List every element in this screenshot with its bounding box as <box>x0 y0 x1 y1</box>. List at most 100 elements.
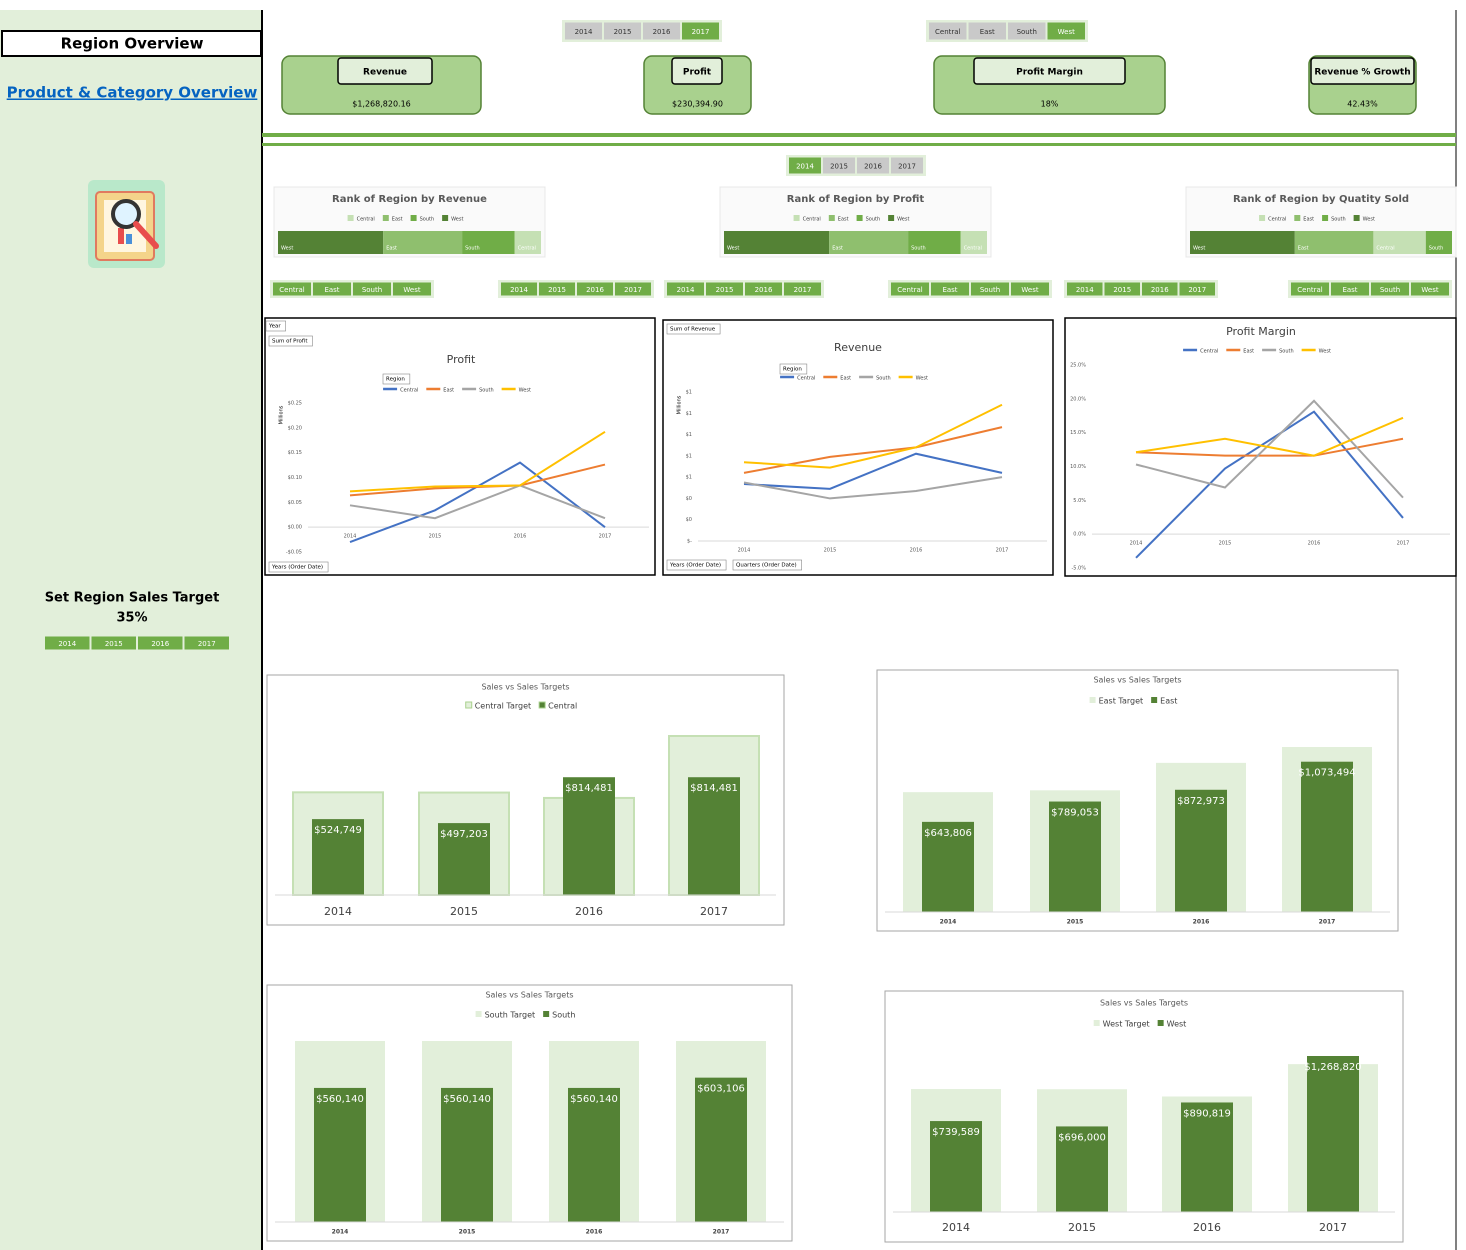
slicer-label[interactable]: Central <box>897 286 923 294</box>
slicer-button[interactable] <box>312 281 352 297</box>
legend-swatch <box>465 701 473 709</box>
slicer-button[interactable] <box>538 281 576 297</box>
slicer-label[interactable]: 2016 <box>653 28 671 36</box>
slicer-button[interactable] <box>272 281 312 297</box>
slicer-button[interactable] <box>576 281 614 297</box>
slicer-button[interactable] <box>822 156 856 175</box>
slicer-label[interactable]: 2014 <box>575 28 593 36</box>
slicer-label[interactable]: 2015 <box>1113 286 1131 294</box>
slicer-label[interactable]: 2017 <box>624 286 642 294</box>
slicer-button[interactable] <box>90 635 137 651</box>
slicer-label[interactable]: 2017 <box>794 286 812 294</box>
slicer-label[interactable]: 2014 <box>510 286 528 294</box>
field-button[interactable] <box>382 373 411 385</box>
slicer-label[interactable]: 2014 <box>1076 286 1094 294</box>
slicer-button[interactable] <box>788 156 822 175</box>
slicer-label[interactable]: 2017 <box>198 640 216 648</box>
field-button-label[interactable]: Years (Order Date) <box>669 563 721 569</box>
slicer-button[interactable] <box>856 156 890 175</box>
slicer-button[interactable] <box>666 281 705 297</box>
field-button-label[interactable]: Years (Order Date) <box>271 565 323 571</box>
slicer-button[interactable] <box>500 281 538 297</box>
slicer-label[interactable]: 2017 <box>1188 286 1206 294</box>
field-button[interactable] <box>732 559 802 571</box>
field-button-label[interactable]: Quarters (Order Date) <box>736 563 797 569</box>
slicer-button[interactable] <box>44 635 91 651</box>
nav-link[interactable]: Product & Category Overview <box>7 84 258 102</box>
field-button[interactable] <box>779 363 808 375</box>
field-button-label[interactable]: Region <box>783 367 802 373</box>
slicer-label[interactable]: 2015 <box>830 163 848 171</box>
slicer-button[interactable] <box>603 21 642 41</box>
slicer-label[interactable]: 2014 <box>677 286 695 294</box>
slicer-button[interactable] <box>967 21 1007 41</box>
slicer-button[interactable] <box>705 281 744 297</box>
field-button-label[interactable]: Year <box>268 324 281 330</box>
slicer-button[interactable] <box>1410 281 1450 297</box>
slicer-button[interactable] <box>137 635 184 651</box>
field-button-label[interactable]: Sum of Profit <box>272 339 308 345</box>
slicer-label[interactable]: Central <box>935 28 961 36</box>
field-button[interactable] <box>666 559 727 571</box>
slicer-label[interactable]: 2016 <box>151 640 169 648</box>
slicer-button[interactable] <box>614 281 652 297</box>
slicer-label[interactable]: 2017 <box>692 28 710 36</box>
slicer-label[interactable]: 2014 <box>796 163 814 171</box>
field-button[interactable] <box>268 561 329 573</box>
slicer-label[interactable]: West <box>1058 28 1075 36</box>
slicer-label[interactable]: West <box>1021 286 1038 294</box>
slicer-label[interactable]: 2017 <box>898 163 916 171</box>
slicer-button[interactable] <box>744 281 783 297</box>
slicer-button[interactable] <box>1066 281 1104 297</box>
slicer-label[interactable]: 2016 <box>864 163 882 171</box>
slicer-button[interactable] <box>183 635 230 651</box>
slicer-button[interactable] <box>1330 281 1370 297</box>
field-button[interactable] <box>666 323 721 335</box>
slicer-label[interactable]: 2015 <box>716 286 734 294</box>
slicer-button[interactable] <box>352 281 392 297</box>
slicer-label[interactable]: 2015 <box>105 640 123 648</box>
slicer-button[interactable] <box>642 21 681 41</box>
field-button-label[interactable]: Sum of Revenue <box>670 327 716 333</box>
slicer-button[interactable] <box>1103 281 1141 297</box>
slicer-button[interactable] <box>783 281 822 297</box>
slicer-button[interactable] <box>1141 281 1179 297</box>
slicer-label[interactable]: West <box>1421 286 1438 294</box>
slicer-label[interactable]: West <box>403 286 420 294</box>
slicer-label[interactable]: 2016 <box>755 286 773 294</box>
slicer-label[interactable]: 2016 <box>586 286 604 294</box>
slicer-label[interactable]: South <box>362 286 382 294</box>
legend-label: East <box>840 376 851 382</box>
slicer-button[interactable] <box>970 281 1010 297</box>
slicer-label[interactable]: Central <box>1297 286 1323 294</box>
slicer-button[interactable] <box>681 21 720 41</box>
slicer-label[interactable]: 2015 <box>614 28 632 36</box>
slicer-label[interactable]: East <box>942 286 957 294</box>
slicer-button[interactable] <box>1010 281 1050 297</box>
slicer-label[interactable]: South <box>980 286 1000 294</box>
slicer-button[interactable] <box>564 21 603 41</box>
slicer-button[interactable] <box>392 281 432 297</box>
slicer-label[interactable]: South <box>1380 286 1400 294</box>
slicer-button[interactable] <box>928 21 968 41</box>
field-button-label[interactable]: Region <box>386 377 405 383</box>
slicer-label[interactable]: East <box>1342 286 1357 294</box>
field-button[interactable] <box>265 320 286 332</box>
slicer-button[interactable] <box>890 156 924 175</box>
slicer-button[interactable] <box>890 281 930 297</box>
slicer-label[interactable]: 2014 <box>58 640 76 648</box>
slicer-button[interactable] <box>930 281 970 297</box>
slicer-button[interactable] <box>1178 281 1216 297</box>
slicer-button[interactable] <box>1046 21 1086 41</box>
slicer-button[interactable] <box>1290 281 1330 297</box>
slicer-label[interactable]: East <box>324 286 339 294</box>
slicer-label[interactable]: South <box>1017 28 1037 36</box>
slicer-label[interactable]: 2015 <box>548 286 566 294</box>
slicer-button[interactable] <box>1370 281 1410 297</box>
field-button[interactable] <box>268 335 313 347</box>
chart-title: Rank of Region by Quatity Sold <box>1233 194 1409 205</box>
slicer-label[interactable]: Central <box>279 286 305 294</box>
slicer-button[interactable] <box>1007 21 1047 41</box>
slicer-label[interactable]: 2016 <box>1151 286 1169 294</box>
slicer-label[interactable]: East <box>980 28 995 36</box>
